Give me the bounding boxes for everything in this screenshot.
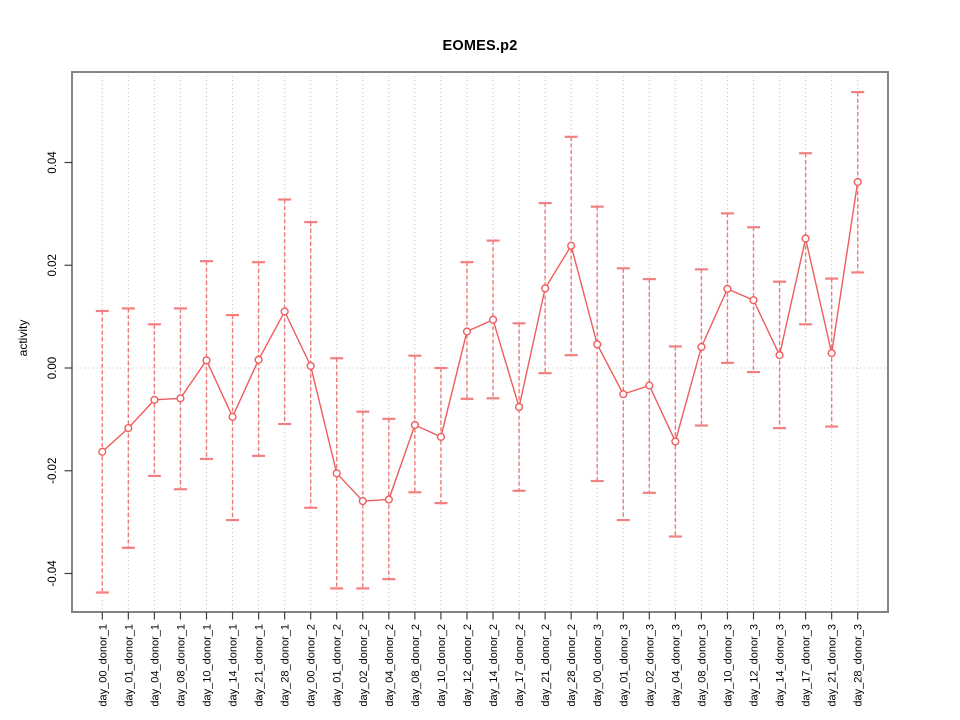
- data-point-marker: [332, 469, 341, 478]
- x-tick-label: day_21_donor_3: [827, 624, 839, 707]
- x-tick-label: day_28_donor_2: [566, 624, 578, 707]
- x-tick-label: day_04_donor_2: [384, 624, 396, 707]
- data-point-marker: [671, 437, 680, 446]
- x-tick-label: day_01_donor_3: [618, 624, 630, 707]
- x-tick-label: day_10_donor_3: [722, 624, 734, 707]
- x-tick-label: day_21_donor_1: [254, 624, 266, 707]
- data-point-marker: [514, 402, 524, 412]
- data-point-marker: [254, 355, 263, 364]
- x-tick-label: day_14_donor_1: [228, 624, 240, 707]
- data-point-marker: [853, 177, 862, 187]
- plot-border: [71, 71, 889, 613]
- series-line: [101, 181, 859, 502]
- x-tick-label: day_28_donor_1: [280, 624, 292, 707]
- x-tick-label: day_10_donor_2: [436, 624, 448, 707]
- data-point-marker: [280, 307, 289, 316]
- x-tick-label: day_08_donor_1: [175, 624, 187, 707]
- data-point-marker: [749, 296, 758, 305]
- data-point-marker: [775, 351, 784, 360]
- data-point-marker: [124, 424, 133, 433]
- data-point-marker: [150, 395, 159, 404]
- x-tick-label: day_12_donor_2: [462, 624, 474, 707]
- data-point-marker: [436, 432, 446, 441]
- data-point-marker: [384, 495, 393, 504]
- y-tick-label: 0.02: [47, 254, 59, 276]
- x-tick-label: day_17_donor_2: [514, 624, 526, 707]
- y-axis-title: activity: [16, 319, 30, 357]
- y-tick-label: -0.02: [47, 458, 59, 484]
- data-point-marker: [827, 349, 836, 358]
- x-tick-label: day_08_donor_3: [696, 624, 708, 707]
- x-tick-label: day_04_donor_1: [149, 624, 161, 707]
- x-tick-label: day_10_donor_1: [201, 624, 213, 707]
- data-point-marker: [567, 241, 576, 250]
- data-point-marker: [176, 394, 185, 403]
- y-tick-label: 0.04: [47, 151, 59, 174]
- x-tick-label: day_14_donor_2: [488, 624, 500, 707]
- data-point-marker: [98, 447, 107, 456]
- data-point-marker: [358, 496, 367, 506]
- x-tick-label: day_08_donor_2: [410, 624, 422, 707]
- x-tick-label: day_00_donor_1: [97, 624, 109, 707]
- x-tick-label: day_21_donor_2: [540, 624, 552, 707]
- data-point-marker: [306, 361, 315, 371]
- chart-title: EOMES.p2: [442, 38, 518, 54]
- data-point-marker: [645, 381, 654, 390]
- x-tick-label: day_00_donor_3: [592, 624, 604, 707]
- x-tick-label: day_14_donor_3: [775, 624, 787, 707]
- x-tick-label: day_04_donor_3: [670, 624, 682, 707]
- data-point-marker: [410, 420, 419, 430]
- x-tick-label: day_01_donor_2: [332, 624, 344, 707]
- data-point-marker: [462, 327, 472, 336]
- x-tick-label: day_17_donor_3: [801, 624, 813, 707]
- data-point-marker: [593, 340, 602, 349]
- data-point-marker: [723, 284, 732, 293]
- data-point-marker: [619, 390, 628, 399]
- data-point-marker: [801, 234, 810, 243]
- data-point-marker: [228, 412, 237, 421]
- x-tick-label: day_02_donor_3: [644, 624, 656, 707]
- x-tick-label: day_28_donor_3: [853, 624, 865, 707]
- y-tick-label: -0.04: [47, 560, 59, 587]
- data-point-marker: [488, 315, 498, 324]
- x-tick-label: day_00_donor_2: [306, 624, 318, 707]
- y-tick-label: 0.00: [47, 357, 59, 379]
- x-tick-label: day_02_donor_2: [358, 624, 370, 707]
- data-point-marker: [697, 342, 706, 352]
- data-point-marker: [541, 284, 550, 293]
- x-tick-label: day_01_donor_1: [123, 624, 135, 707]
- x-tick-label: day_12_donor_3: [749, 624, 761, 707]
- data-point-marker: [202, 356, 211, 365]
